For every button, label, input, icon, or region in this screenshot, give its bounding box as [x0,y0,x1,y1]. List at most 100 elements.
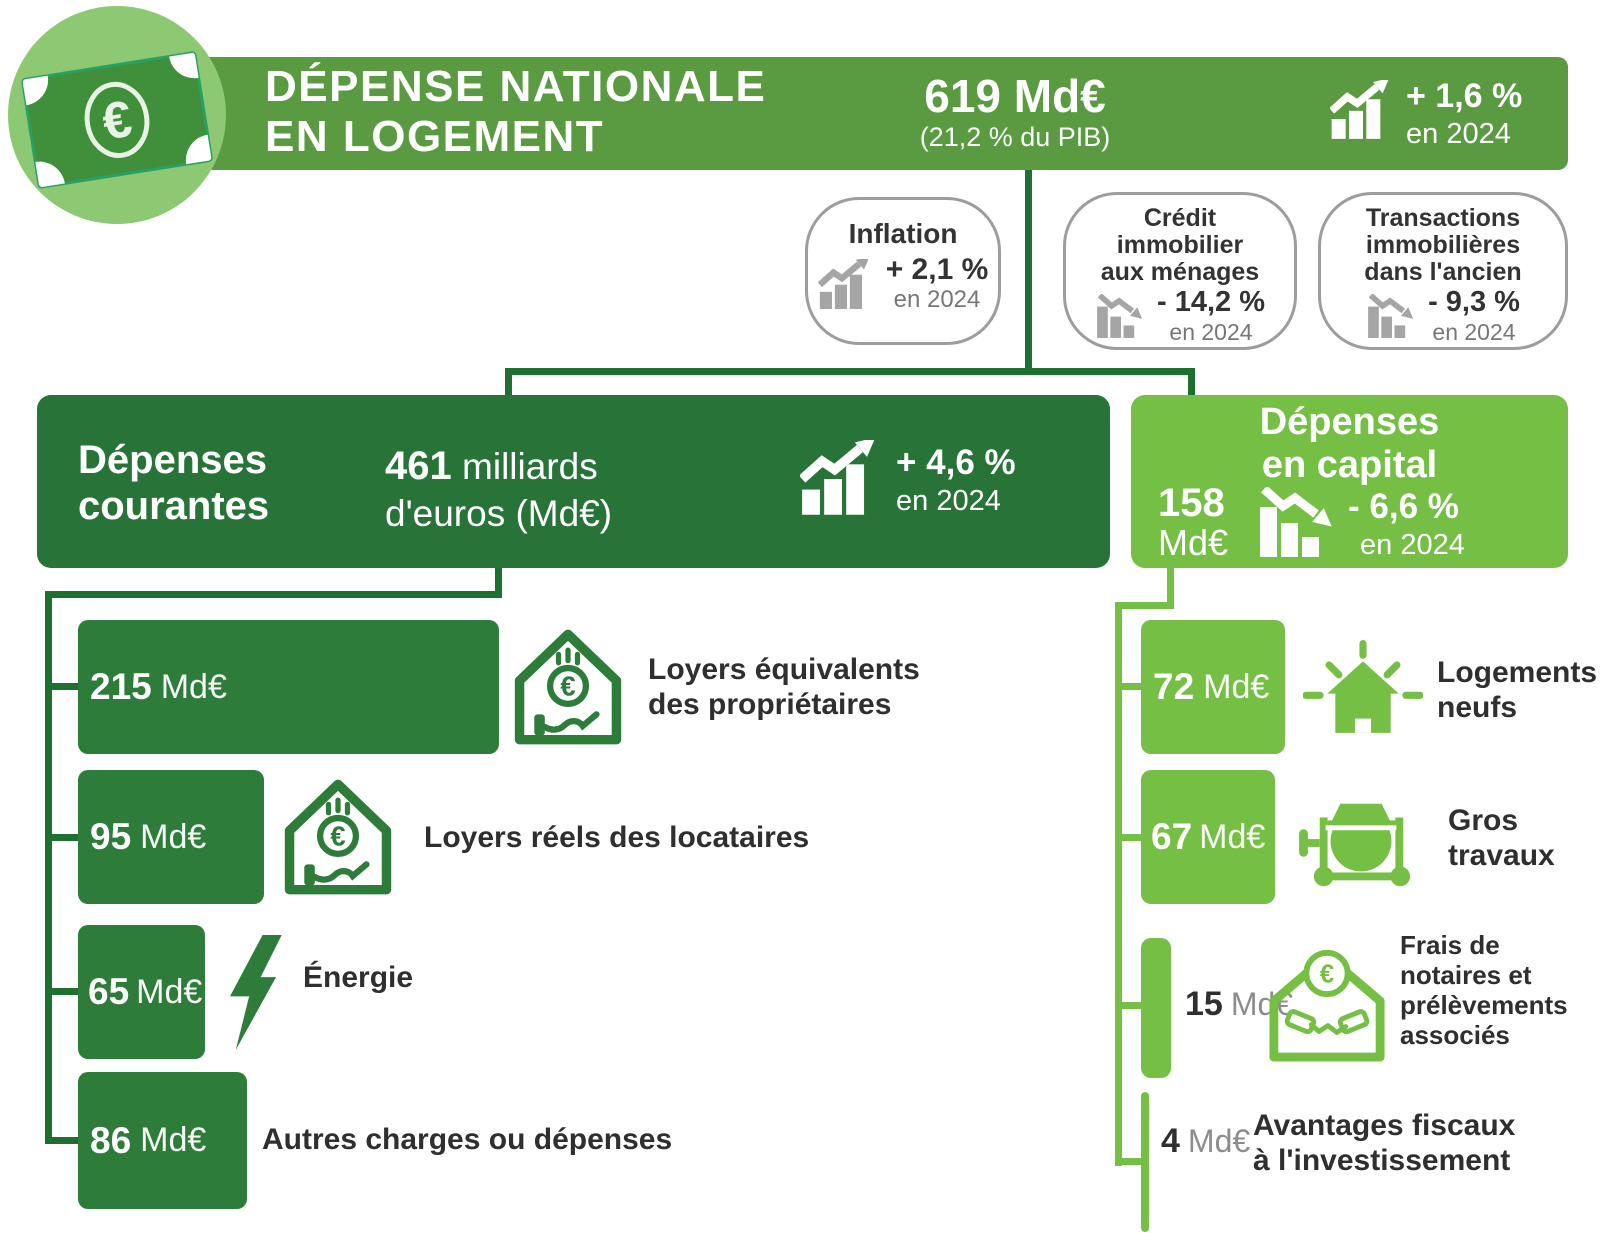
bar-label: Frais de notaires et prélèvements associ… [1400,930,1568,1050]
bar-label: Autres charges ou dépenses [262,1122,672,1157]
euro-banknote-icon: € [8,6,226,224]
bar-avantages-fiscaux [1141,1092,1149,1232]
bar-value-outside: 4 Md€ [1161,1122,1250,1161]
bar-energie: 65 Md€ [78,925,205,1059]
trend-down-gray-icon [1366,294,1418,338]
capital-trend-period: en 2024 [1360,529,1465,561]
bubble-value: - 14,2 % [1157,286,1265,318]
bubble-title: Inflation [848,218,958,249]
connector-stub-6 [1115,834,1141,841]
capital-amount-unit: Md€ [1158,522,1229,563]
label-line: associés [1400,1020,1510,1050]
connector-current-trunk [45,591,52,1144]
connector-to-capital [1188,368,1195,398]
bar-unit: Md€ [136,972,203,1011]
bar-unit: Md€ [160,667,227,706]
bar-label: Énergie [303,960,413,995]
label-line: Loyers équivalents [648,653,920,686]
bar-unit: Md€ [140,817,207,856]
house-euro-hand-icon [513,628,623,746]
capital-trend-value: - 6,6 % [1348,487,1459,526]
page-title-line1: DÉPENSE NATIONALE [265,62,767,111]
bar-unit: Md€ [1203,667,1270,706]
label-line: notaires et [1400,960,1532,990]
label-line: à l'investissement [1253,1144,1511,1177]
bubble-credit-immobilier: Crédit immobilier aux ménages - 14,2 % e… [1063,192,1297,350]
connector-stub-4 [45,1137,78,1144]
label-line: neufs [1437,691,1518,724]
current-amount-value: 461 [385,444,452,488]
shining-house-icon [1303,640,1423,740]
total-amount: 619 Md€ [924,70,1106,122]
connector-to-current [505,368,512,398]
lightning-bolt-icon [222,935,284,1050]
page-title: DÉPENSE NATIONALE EN LOGEMENT [265,62,766,162]
bubble-period: en 2024 [1432,319,1516,345]
capital-title-line2: en capital [1261,444,1438,486]
connector-current-elbow [45,591,502,598]
label-line: travaux [1448,839,1555,872]
connector-stub-2 [45,834,78,841]
bubble-period: en 2024 [1169,319,1253,345]
total-trend-value: + 1,6 % [1406,77,1523,115]
label-line: Loyers réels des locataires [424,821,810,854]
bubble-title-line1: Crédit [1143,204,1217,232]
capital-title-line1: Dépenses [1259,401,1440,443]
bubble-value: + 2,1 % [885,253,989,286]
total-trend-block: + 1,6 % en 2024 [1406,76,1522,152]
bar-label: Loyers réels des locataires [424,820,809,855]
label-line: Énergie [303,961,414,994]
bar-value: 15 [1185,985,1223,1023]
bar-frais-notaires [1141,938,1171,1078]
connector-horizontal [505,368,1195,375]
bar-label: Avantages fiscaux à l'investissement [1253,1108,1515,1178]
bar-unit: Md€ [1199,817,1266,856]
bar-logements-neufs: 72 Md€ [1141,620,1285,754]
total-amount-block: 619 Md€ (21,2 % du PIB) [880,72,1150,154]
house-euro-hand-icon [283,778,393,896]
trend-up-icon [1330,80,1396,140]
bar-value: 4 [1161,1122,1180,1160]
current-expenses-box [37,395,1110,568]
capital-expenses-title: Dépenses en capital [1131,401,1568,487]
capital-expenses-amount: 158 Md€ [1158,483,1228,563]
label-line: Gros [1448,804,1519,837]
bubble-title-line1: Transactions [1365,204,1521,232]
bubble-value: - 9,3 % [1428,286,1520,318]
bar-value: 72 [1153,666,1195,707]
cement-mixer-icon [1298,788,1422,898]
bar-gros-travaux: 67 Md€ [1141,770,1275,904]
connector-capital-down [1167,568,1174,608]
bar-unit: Md€ [140,1121,207,1159]
bar-value: 86 [90,1119,132,1161]
bar-value: 215 [90,666,152,707]
connector-stub-3 [45,988,78,995]
label-line: Autres charges ou dépenses [262,1123,673,1156]
connector-capital-elbow [1115,602,1174,609]
header-banner [150,57,1568,170]
label-line: Avantages fiscaux [1253,1109,1516,1142]
house-handshake-icon [1266,938,1388,1062]
current-title-line1: Dépenses [78,438,267,482]
trend-up-icon [800,440,884,516]
label-line: Frais de [1400,930,1500,960]
bubble-transactions: Transactions immobilières dans l'ancien … [1318,192,1568,350]
bar-loyers-reels: 95 Md€ [78,770,264,904]
total-pib-note: (21,2 % du PIB) [919,122,1111,152]
label-line: prélèvements [1400,990,1568,1020]
bubble-period: en 2024 [893,286,981,313]
trend-up-gray-icon [818,259,876,309]
current-trend-period: en 2024 [896,485,1001,517]
connector-stub-7 [1115,1002,1141,1009]
bar-label: Logements neufs [1437,655,1597,725]
bar-value: 67 [1151,816,1193,857]
bar-value: 95 [90,816,132,857]
trend-down-icon [1258,487,1338,557]
capital-trend-block: - 6,6 % en 2024 [1348,487,1465,563]
bar-loyers-equivalents: 215 Md€ [78,620,499,754]
connector-stub-5 [1115,683,1141,690]
page-title-line2: EN LOGEMENT [265,112,605,161]
current-amount-unit2: d'euros (Md€) [385,493,613,534]
bar-unit: Md€ [1187,1123,1251,1159]
